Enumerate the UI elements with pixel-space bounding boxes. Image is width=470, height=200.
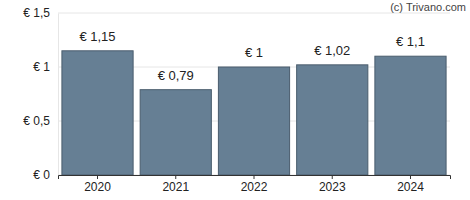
bar (140, 90, 211, 175)
x-tick: 2021 (162, 175, 189, 194)
data-label: € 1 (245, 45, 263, 60)
data-label: € 0,79 (158, 68, 194, 83)
x-tick: 2022 (241, 175, 268, 194)
x-tick-line (97, 175, 98, 179)
x-tick-line (332, 175, 333, 179)
y-tick-label: € 1,5 (23, 6, 50, 20)
y-tick-label: € 1 (33, 60, 50, 74)
x-tick: 2023 (319, 175, 346, 194)
y-tick: € 0 (33, 168, 58, 182)
y-tick-label: € 0,5 (23, 114, 50, 128)
x-tick-label: 2020 (84, 180, 111, 194)
data-label: € 1,15 (79, 29, 115, 44)
x-axis: 2020 2021 2022 2023 2024 (59, 175, 451, 194)
y-tick: € 0,5 (23, 114, 58, 128)
y-tick: € 1 (33, 60, 58, 74)
plot: € 0 € 0,5 € 1 € 1,5 2020 2021 2022 2023 2024 € 1,… (23, 6, 450, 193)
bars (62, 51, 446, 175)
x-tick-line (410, 175, 411, 179)
x-tick-label: 2022 (241, 180, 268, 194)
y-axis: € 0 € 0,5 € 1 € 1,5 (23, 6, 58, 182)
data-labels: € 1,15 € 0,79 € 1 € 1,02 € 1,1 (79, 29, 425, 83)
bar (218, 67, 289, 175)
y-tick-label: € 0 (33, 168, 50, 182)
data-label: € 1,1 (396, 34, 425, 49)
x-tick-line (175, 175, 176, 179)
y-tick: € 1,5 (23, 6, 58, 20)
bar (375, 56, 446, 175)
annotation: (c) Trivano.com (390, 1, 466, 13)
bar (297, 65, 368, 175)
grid (58, 13, 450, 175)
bar (62, 51, 133, 175)
x-tick-label: 2024 (397, 180, 424, 194)
chart: € 0 € 0,5 € 1 € 1,5 2020 2021 2022 2023 2024 € 1,… (0, 0, 470, 200)
x-tick-label: 2021 (162, 180, 189, 194)
x-tick: 2020 (84, 175, 111, 194)
data-label: € 1,02 (314, 43, 350, 58)
x-tick-line (254, 175, 255, 179)
x-tick-label: 2023 (319, 180, 346, 194)
x-tick: 2024 (397, 175, 424, 194)
y-axis-line (58, 14, 59, 176)
x-axis-line (59, 176, 451, 180)
